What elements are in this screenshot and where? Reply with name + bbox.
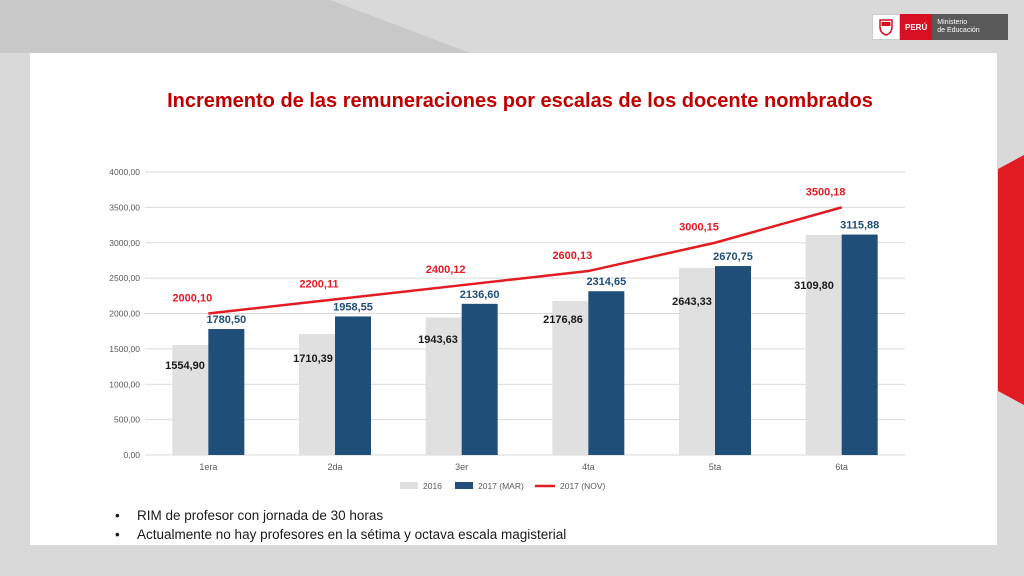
chart-title: Incremento de las remuneraciones por esc… bbox=[167, 90, 873, 112]
data-label-2016: 2176,86 bbox=[543, 314, 583, 326]
bar-2017-mar bbox=[588, 291, 625, 455]
y-tick-label: 1000,00 bbox=[109, 379, 140, 389]
y-tick-label: 2500,00 bbox=[109, 273, 140, 283]
data-label-2017-nov: 2200,11 bbox=[299, 278, 338, 290]
x-tick-label: 4ta bbox=[582, 462, 595, 472]
legend-swatch-2017-mar bbox=[455, 482, 473, 489]
bullet-icon: • bbox=[115, 527, 120, 542]
data-label-2016: 1710,39 bbox=[293, 353, 333, 365]
logo-ministry-line2: de Educación bbox=[937, 27, 980, 34]
x-tick-label: 6ta bbox=[835, 462, 848, 472]
x-tick-label: 5ta bbox=[709, 462, 722, 472]
legend-label-2017-nov: 2017 (NOV) bbox=[560, 481, 606, 491]
y-tick-label: 3000,00 bbox=[109, 238, 140, 248]
y-tick-label: 2000,00 bbox=[109, 309, 140, 319]
data-label-2017-mar: 1780,50 bbox=[206, 314, 246, 326]
data-label-2017-nov: 3000,15 bbox=[679, 222, 719, 234]
data-label-2017-mar: 1958,55 bbox=[333, 301, 373, 313]
y-tick-label: 1500,00 bbox=[109, 344, 140, 354]
bar-2017-mar bbox=[715, 266, 751, 455]
bar-2017-mar bbox=[208, 329, 245, 455]
data-label-2017-mar: 2314,65 bbox=[586, 276, 626, 288]
bullet-icon: • bbox=[115, 508, 120, 523]
bar-2016 bbox=[299, 333, 335, 455]
x-tick-label: 1era bbox=[199, 462, 217, 472]
bar-2017-mar bbox=[461, 303, 498, 455]
bar-2016 bbox=[172, 344, 209, 455]
legend-label-2016: 2016 bbox=[423, 481, 442, 491]
data-label-2017-mar: 3115,88 bbox=[840, 220, 879, 232]
logo-country: PERÚ bbox=[900, 14, 933, 40]
x-tick-label: 2da bbox=[327, 462, 342, 472]
bar-2017-mar bbox=[841, 234, 878, 455]
data-label-2017-nov: 2000,10 bbox=[172, 292, 212, 304]
data-label-2017-nov: 3500,18 bbox=[806, 186, 846, 198]
data-label-2016: 2643,33 bbox=[672, 296, 712, 308]
x-tick-label: 3er bbox=[455, 462, 468, 472]
note-text: Actualmente no hay profesores en la séti… bbox=[137, 527, 567, 542]
logo-ministry-line1: Ministerio bbox=[937, 19, 968, 26]
bar-2016 bbox=[805, 234, 842, 455]
note-item: • Actualmente no hay profesores en la sét… bbox=[115, 525, 566, 544]
bar-2016 bbox=[679, 267, 715, 455]
legend-swatch-2016 bbox=[400, 482, 418, 489]
y-tick-label: 4000,00 bbox=[109, 167, 140, 177]
bar-2016 bbox=[552, 300, 589, 455]
note-item: • RIM de profesor con jornada de 30 horas bbox=[115, 506, 566, 525]
data-label-2017-mar: 2136,60 bbox=[460, 289, 500, 301]
logo-ministry: Ministerio de Educación bbox=[932, 14, 1008, 40]
data-label-2016: 1943,63 bbox=[418, 334, 458, 346]
notes-list: • RIM de profesor con jornada de 30 horas… bbox=[115, 506, 566, 544]
legend-label-2017-mar: 2017 (MAR) bbox=[478, 481, 524, 491]
data-label-2017-nov: 2600,13 bbox=[552, 250, 592, 262]
note-text: RIM de profesor con jornada de 30 horas bbox=[137, 508, 384, 523]
data-label-2016: 3109,80 bbox=[794, 280, 834, 292]
data-label-2017-nov: 2400,12 bbox=[426, 264, 466, 276]
coat-of-arms-icon bbox=[872, 14, 900, 40]
bar-2016 bbox=[425, 317, 462, 455]
line-2017-nov bbox=[208, 206, 843, 315]
bar-2017-mar bbox=[335, 316, 371, 455]
ministry-logo: PERÚ Ministerio de Educación bbox=[872, 14, 1008, 40]
y-tick-label: 3500,00 bbox=[109, 202, 140, 212]
data-label-2017-mar: 2670,75 bbox=[713, 251, 753, 263]
red-side-accent bbox=[998, 155, 1024, 405]
data-label-2016: 1554,90 bbox=[165, 360, 205, 372]
y-tick-label: 500,00 bbox=[114, 415, 140, 425]
y-tick-label: 0,00 bbox=[123, 450, 140, 460]
